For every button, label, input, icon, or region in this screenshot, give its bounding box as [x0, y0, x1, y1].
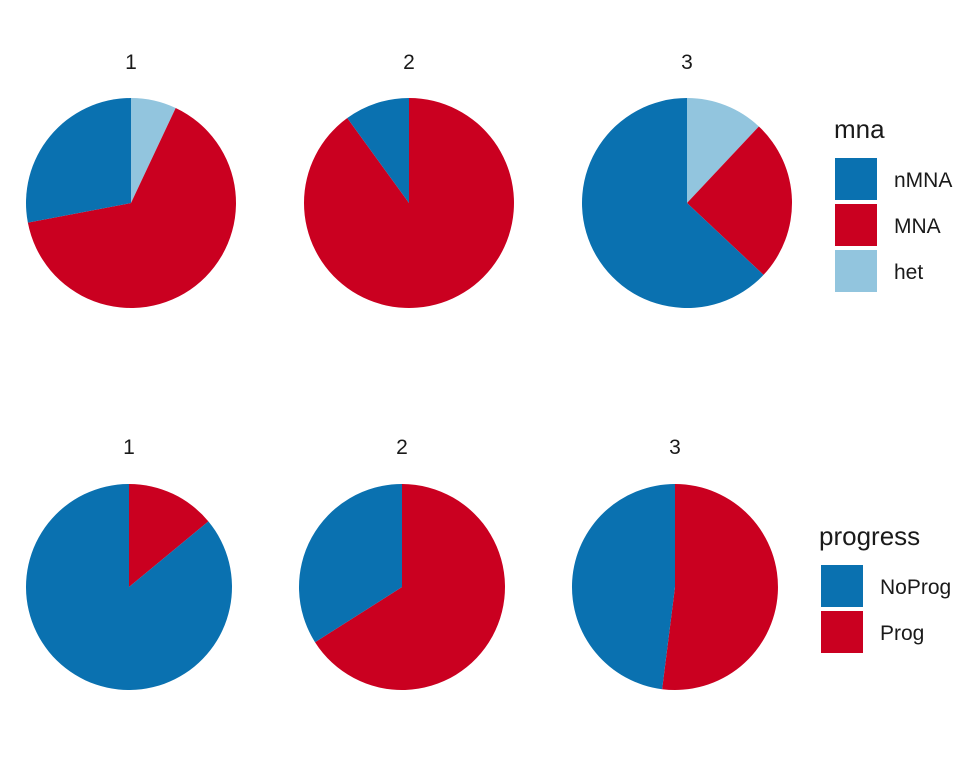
pie-panel: 1: [25, 436, 232, 690]
panel-title: 1: [125, 51, 137, 74]
legend-label: MNA: [894, 215, 941, 238]
panel-title: 2: [396, 436, 408, 459]
pie-panel: 3: [571, 436, 778, 690]
pie-slice-nmna: [582, 98, 764, 308]
pie-panel: 2: [298, 436, 505, 690]
legend-title: progress: [819, 521, 920, 551]
progress-pie-row: 1 2 3: [25, 436, 778, 690]
legend-key-noprog: [821, 565, 863, 607]
mna-legend: mna nMNA MNA het: [834, 114, 952, 292]
pie-slice-noprog: [571, 484, 675, 690]
panel-title: 1: [123, 436, 135, 459]
legend-label: het: [894, 261, 923, 284]
legend-label: NoProg: [880, 576, 951, 599]
legend-label: nMNA: [894, 169, 952, 192]
pie-slice-prog: [129, 484, 209, 587]
pie-slice-mna: [27, 107, 236, 308]
mna-pie-row: 1 2 3: [25, 51, 793, 308]
pie-slice-het: [687, 98, 759, 203]
pie-slice-noprog: [25, 484, 232, 690]
legend-key-nmna: [835, 158, 877, 200]
pie-slice-mna: [303, 98, 514, 308]
legend-label: Prog: [880, 622, 924, 645]
pie-panel: 1: [25, 51, 236, 308]
pie-slice-prog: [315, 484, 505, 690]
pie-panel: 2: [303, 51, 514, 308]
pie-slice-nmna: [347, 98, 409, 203]
progress-legend: progress NoProg Prog: [819, 521, 951, 653]
panel-title: 3: [669, 436, 681, 459]
legend-key-het: [835, 250, 877, 292]
pie-slice-het: [131, 98, 176, 203]
pie-slice-mna: [687, 126, 793, 275]
pie-slice-noprog: [298, 483, 402, 643]
panel-title: 3: [681, 51, 693, 74]
pie-slice-nmna: [25, 98, 132, 223]
legend-key-prog: [821, 611, 863, 653]
pie-slice-prog: [662, 484, 778, 690]
legend-title: mna: [834, 114, 885, 144]
legend-key-mna: [835, 204, 877, 246]
panel-title: 2: [403, 51, 415, 74]
pie-panel: 3: [582, 51, 793, 308]
